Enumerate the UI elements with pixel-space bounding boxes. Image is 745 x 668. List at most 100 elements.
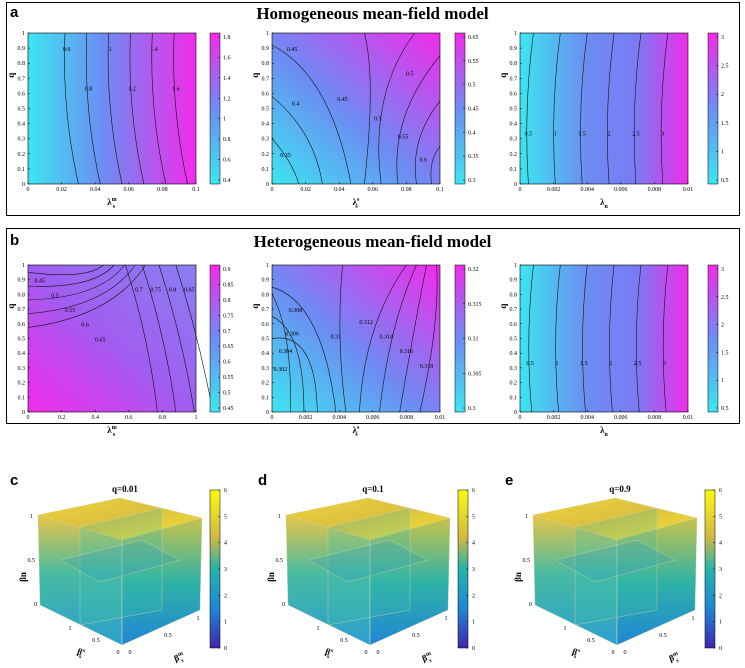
colorbar [707,32,719,185]
cube-panel-c: q=0.01 βn 1 0.5 0 1 0.5 0 0 0.5 1 βss βms 0 1 2 3 4 5 6 [18,484,227,667]
panel-label-a: a [10,4,19,21]
colorbar-tick-label: 1.4 [223,76,231,82]
x-tick-label: 0.5 [164,633,172,639]
colorbar-tick-label: 4 [224,541,227,547]
contour-line [526,32,534,185]
contour-label: 1.5 [580,361,588,367]
colorbar-tick-label: 0.85 [223,282,234,288]
colorbar-tick-label: 1.5 [721,350,729,356]
y-tick-label: 0.8 [262,61,270,67]
contour-line [27,264,136,314]
contour-label: 0.302 [274,367,288,373]
section-b-title: Heterogeneous mean-field model [253,232,492,251]
contour-label: 0.75 [150,287,161,293]
colorbar-tick-label: 2.5 [721,295,729,301]
colorbar-tick-label: 2 [472,593,475,599]
colorbar-tick-label: 0.65 [223,344,234,350]
cube-title: q=0.1 [362,484,384,494]
contour-line [271,286,337,413]
contour-label: 0.5 [374,117,382,123]
y-tick-label: 1 [266,31,269,37]
x-tick-label: 0.4 [91,415,99,421]
x-tick-label: 0 [271,415,274,421]
y-axis-label: q [6,73,16,78]
contour-line [378,32,416,185]
y-tick-label: 0.9 [510,278,518,284]
y-tick-label: 0.6 [262,322,270,328]
colorbar-tick-label: 0.3 [468,406,476,412]
y-tick-label: 0.9 [18,46,26,52]
y-tick-label: 0.9 [262,46,270,52]
contour-line [151,32,167,185]
y-tick-label: 0.9 [510,46,518,52]
y-tick-label: 0.3 [262,366,270,372]
y-tick-label: 0.2 [262,381,270,387]
contour-label: 0.35 [280,153,291,159]
colorbar-tick-label: 2 [721,92,724,98]
colorbar-tick-label: 0.7 [223,329,231,335]
cube-title: q=0.9 [609,484,631,494]
contour-line [359,264,407,413]
contour-line [271,316,305,413]
x-axis-label: λn [600,425,608,438]
contour-panel-a3: 0.5 1 1.5 2 2.5 3 0 0.002 0.004 0.006 0.008 0.01 0 0.… [498,31,729,210]
colorbar-tick-label: 5 [719,514,722,520]
y-tick-label: 0 [514,182,517,188]
contour-line [419,264,438,413]
panel-label-e: e [505,472,514,489]
colorbar-tick-label: 0.4 [468,130,476,136]
y-tick-label: 0.3 [510,366,518,372]
contour-label: 0.65 [95,337,106,343]
colorbar-tick-label: 6 [719,488,722,494]
x-tick-label: 0.008 [648,415,662,421]
colorbar-tick-label: 6 [472,488,475,494]
y-axis-label: q [250,304,260,309]
x-tick-label: 0.5 [659,633,667,639]
x-axis-label: βms [173,651,187,667]
contour-line [662,264,669,413]
contour-line [64,32,79,185]
contour-line [607,32,615,185]
x-tick-label: 0 [519,415,522,421]
panel-label-c: c [10,472,19,489]
y-tick-label: 0.3 [18,137,26,143]
contour-line [553,32,561,185]
y-axis-label: βss [323,646,335,661]
contour-line [175,264,214,413]
contour-label: 2.5 [634,361,642,367]
contour-panel-a1: 0.6 0.8 1 1.2 1.4 1.6 0 0.02 0.04 0.06 0.08 0.1 0 0.1… [6,31,231,210]
cube-slice-plane [59,539,181,583]
y-tick-label: 0.7 [510,307,518,313]
colorbar [209,264,221,413]
contour-label: 0.6 [419,157,427,163]
colorbar [209,32,221,185]
x-tick-label: 1 [445,616,448,622]
y-tick-label: 0.7 [262,76,270,82]
colorbar-tick-label: 1.5 [721,121,729,127]
x-tick-label: 0.8 [159,415,167,421]
colorbar-tick-label: 0.305 [468,371,482,377]
y-tick-label: 0.5 [262,337,270,343]
colorbar-tick-label: 0.75 [223,313,234,319]
y-tick-label: 0.5 [510,107,518,113]
x-tick-label: 0.006 [366,415,380,421]
y-tick-label: 0.3 [18,366,26,372]
z-tick-label: 1 [525,514,528,520]
contour-line [379,264,417,413]
colorbar-tick-label: 0 [224,646,227,652]
z-tick-label: 0.5 [523,558,531,564]
contour-label: 0.31 [331,335,342,341]
y-tick-label: 0.5 [18,337,26,343]
contour-line [580,32,588,185]
contour-label: 0.45 [337,97,348,103]
x-tick-label: 1 [692,616,695,622]
cube-slice-plane [574,507,658,626]
y-axis-label: q [6,304,16,309]
colorbar-tick-label: 0.6 [223,360,231,366]
y-tick-label: 0.9 [262,278,270,284]
x-tick-label: 0.01 [435,415,446,421]
y-tick-label: 1 [69,626,72,632]
plot-area [271,32,441,185]
y-tick-label: 0.2 [262,152,270,158]
y-tick-label: 1 [22,31,25,37]
